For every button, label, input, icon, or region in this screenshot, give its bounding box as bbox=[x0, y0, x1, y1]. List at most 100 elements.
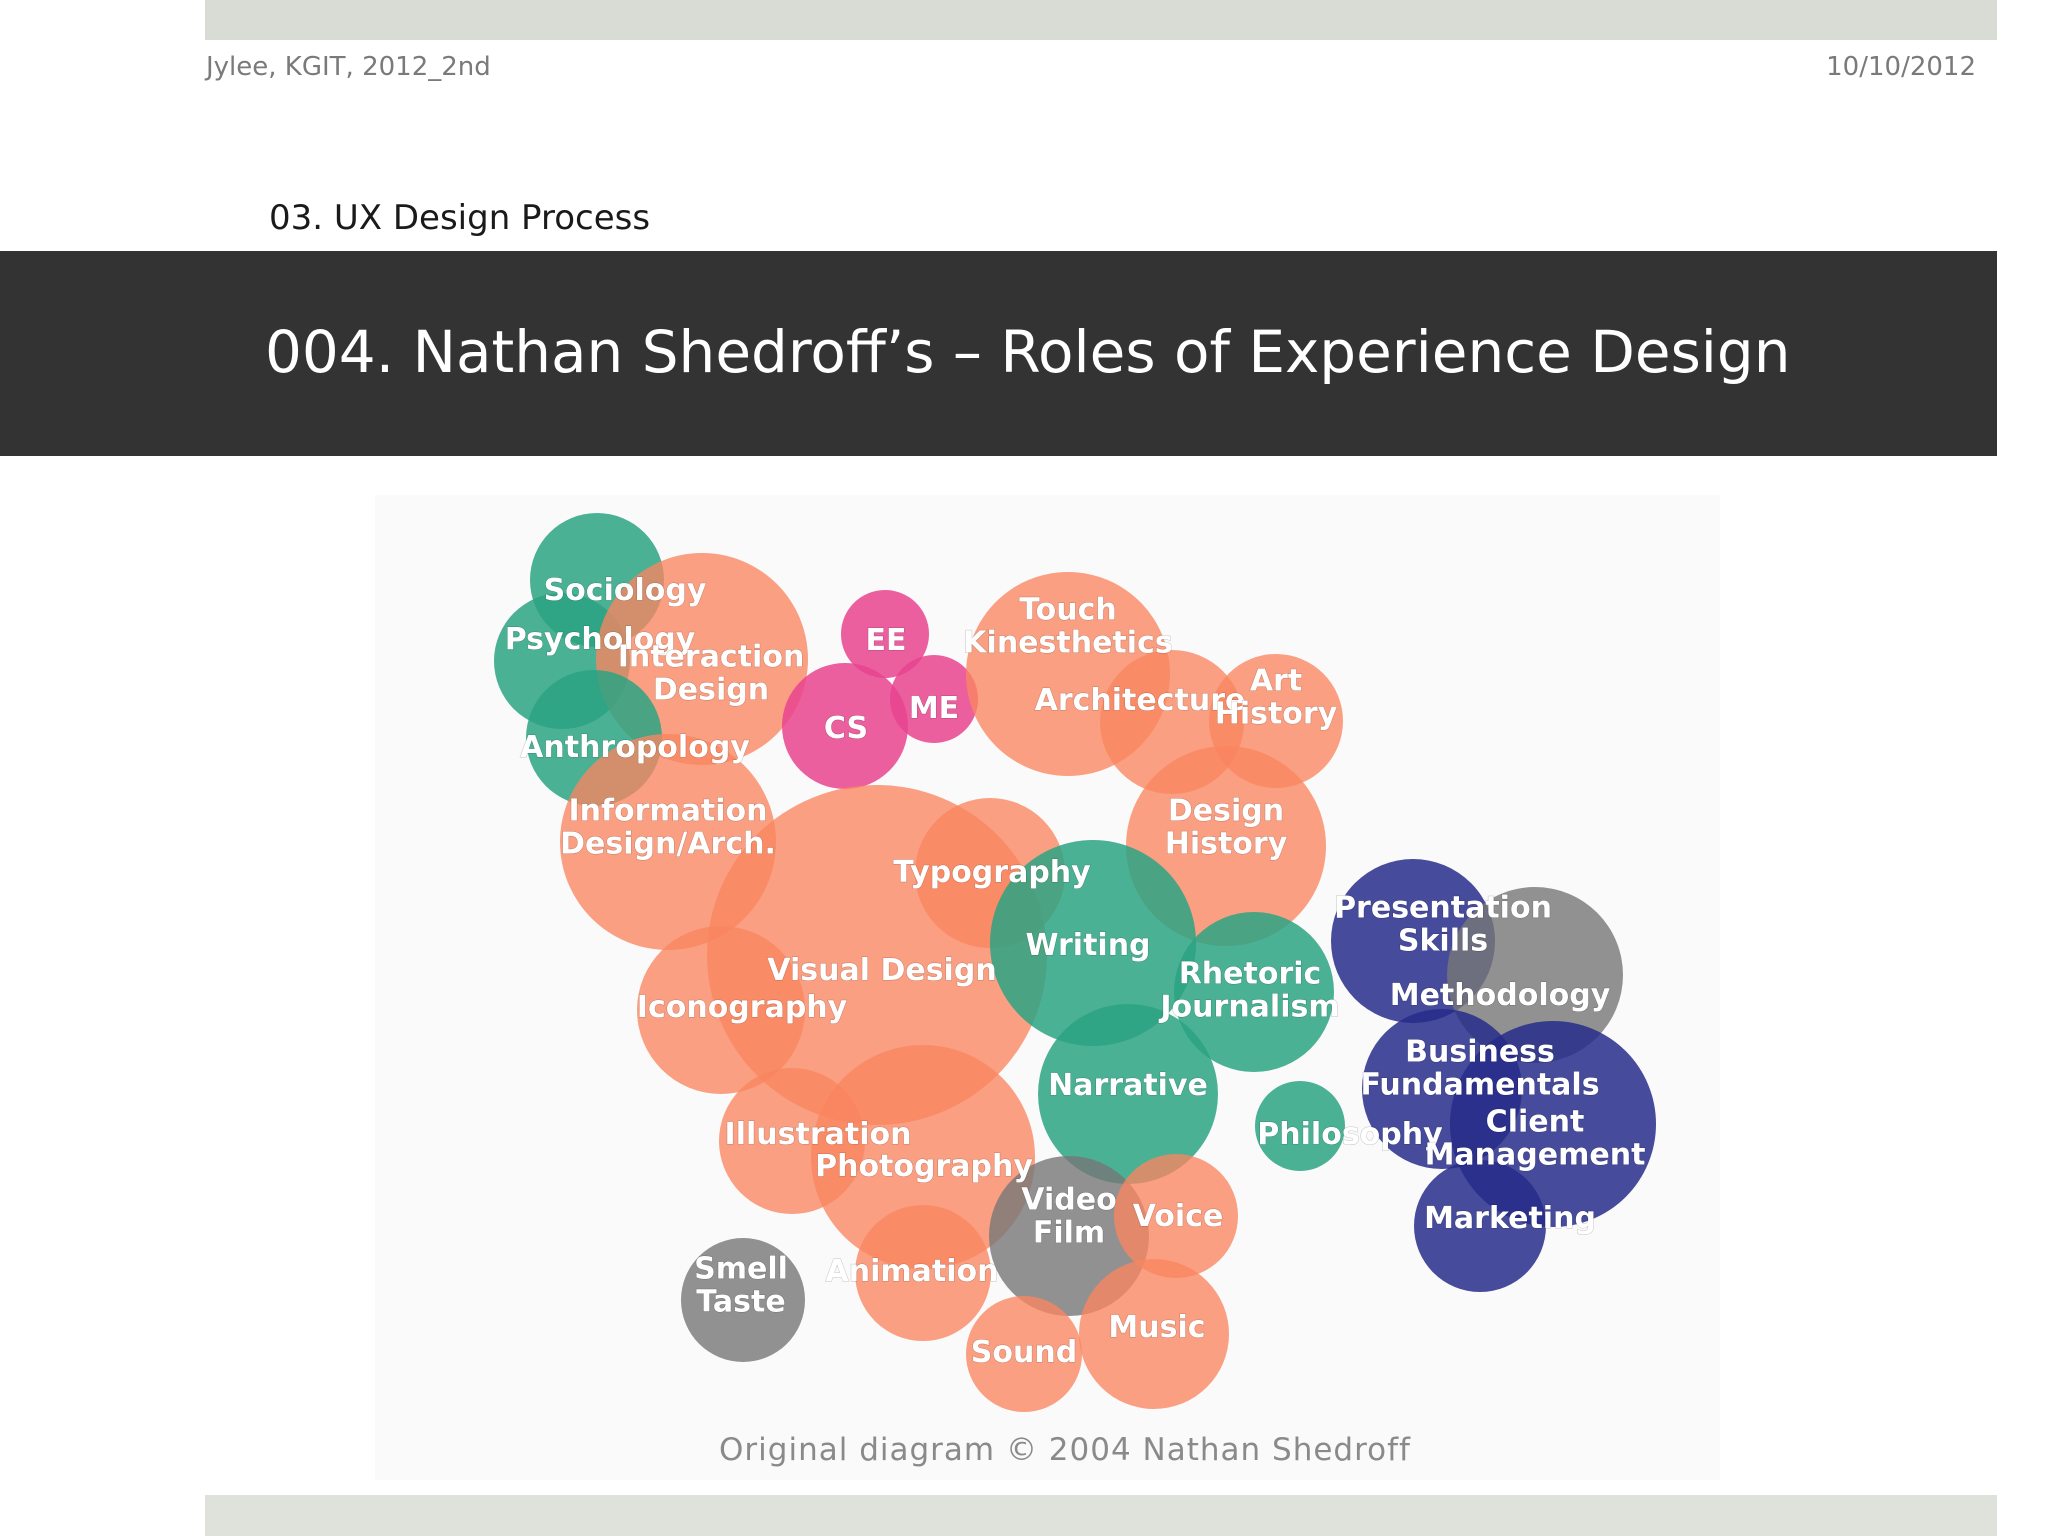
bubble-label-line: Touch bbox=[1019, 593, 1117, 628]
bubble-music bbox=[1079, 1259, 1229, 1409]
bubble-marketing bbox=[1414, 1160, 1546, 1292]
bubble-label-ee: EE bbox=[866, 623, 907, 658]
bubble-label-art-history: Art History bbox=[1215, 664, 1338, 732]
bubble-label-smell-taste: Smell Taste bbox=[694, 1252, 788, 1320]
bubble-label-voice: Voice bbox=[1133, 1199, 1224, 1234]
bubble-label-line: Smell bbox=[694, 1252, 788, 1287]
bubble-label-philosophy: Philosophy bbox=[1257, 1117, 1443, 1152]
bubble-label-marketing: Marketing bbox=[1424, 1201, 1596, 1236]
bubble-photography bbox=[811, 1045, 1035, 1269]
bubble-label-line: Architecture bbox=[1035, 683, 1246, 718]
bubble-label-video-film: Video Film bbox=[1021, 1183, 1116, 1251]
bubble-rhetoric-journalism bbox=[1174, 912, 1334, 1072]
bubble-label-line: Design bbox=[1168, 794, 1284, 829]
bubble-label-line: Design/Arch. bbox=[560, 827, 776, 862]
bubble-label-line: Voice bbox=[1133, 1199, 1224, 1234]
bubble-label-sociology: Sociology bbox=[544, 573, 707, 608]
bubble-label-animation: Animation bbox=[826, 1254, 999, 1289]
bubble-label-line: History bbox=[1215, 697, 1338, 732]
bubble-label-line: Interaction bbox=[618, 640, 805, 675]
bubble-label-me: ME bbox=[909, 691, 959, 726]
bubble-label-methodology: Methodology bbox=[1390, 978, 1611, 1013]
bubble-label-line: Animation bbox=[826, 1254, 999, 1289]
bubble-label-line: Video bbox=[1021, 1183, 1116, 1218]
bubble-label-sound: Sound bbox=[971, 1335, 1077, 1370]
bubble-label-line: Photography bbox=[815, 1149, 1033, 1184]
bubble-label-line: Art bbox=[1250, 664, 1302, 699]
bubble-label-line: CS bbox=[824, 711, 868, 746]
bubble-label-line: Illustration bbox=[725, 1117, 912, 1152]
bubble-sound bbox=[966, 1296, 1082, 1412]
bubble-label-design-history: Design History bbox=[1165, 794, 1288, 862]
bubble-label-line: Music bbox=[1108, 1310, 1205, 1345]
bubble-label-line: EE bbox=[866, 623, 907, 658]
bubble-me bbox=[890, 655, 978, 743]
bubble-iconography bbox=[637, 926, 805, 1094]
bubble-label-cs: CS bbox=[824, 711, 868, 746]
bubble-label-line: Philosophy bbox=[1257, 1117, 1443, 1152]
bubble-label-line: Writing bbox=[1025, 928, 1150, 963]
bubble-label-line: Typography bbox=[893, 855, 1091, 890]
bubble-smell-taste bbox=[681, 1238, 805, 1362]
bubble-animation bbox=[855, 1205, 991, 1341]
bubble-label-line: Anthropology bbox=[520, 730, 750, 765]
bubble-label-line: Sociology bbox=[544, 573, 707, 608]
bubble-label-presentation-skills: Presentation Skills bbox=[1334, 891, 1552, 959]
bubble-label-illustration: Illustration bbox=[725, 1117, 912, 1152]
bubble-philosophy bbox=[1255, 1081, 1345, 1171]
bubble-label-line: Iconography bbox=[637, 990, 848, 1025]
bubble-label-line: Fundamentals bbox=[1360, 1068, 1599, 1103]
bubble-label-line: Psychology bbox=[505, 622, 696, 657]
bubble-label-line: History bbox=[1165, 827, 1288, 862]
bubble-label-line: Client bbox=[1486, 1105, 1585, 1140]
circles-layer bbox=[494, 513, 1656, 1412]
bubble-methodology bbox=[1447, 887, 1623, 1063]
bubble-label-line: ME bbox=[909, 691, 959, 726]
bubble-label-photography: Photography bbox=[815, 1149, 1033, 1184]
diagram-caption: Original diagram © 2004 Nathan Shedroff bbox=[719, 1432, 1411, 1468]
bubble-label-psychology: Psychology bbox=[505, 622, 696, 657]
bubble-label-line: Kinesthetics bbox=[963, 626, 1172, 661]
bubble-label-line: Management bbox=[1425, 1138, 1646, 1173]
bubble-label-business-fundamentals: Business Fundamentals bbox=[1360, 1035, 1599, 1103]
bubble-label-narrative: Narrative bbox=[1048, 1068, 1208, 1103]
bubble-label-line: Taste bbox=[696, 1285, 785, 1320]
bubble-label-line: Design bbox=[653, 673, 769, 708]
bubble-voice bbox=[1114, 1154, 1238, 1278]
bubble-label-line: Information bbox=[568, 794, 767, 829]
bubble-label-line: Presentation bbox=[1334, 891, 1552, 926]
bubble-label-visual-design: Visual Design bbox=[767, 953, 996, 988]
bubble-label-line: Sound bbox=[971, 1335, 1077, 1370]
bubble-label-line: Visual Design bbox=[767, 953, 996, 988]
experience-design-diagram: Sociology Psychology Interaction Design Anth… bbox=[375, 495, 1720, 1480]
bubble-cs bbox=[782, 663, 908, 789]
bubble-narrative bbox=[1038, 1004, 1218, 1184]
bubble-label-information-design: Information Design/Arch. bbox=[560, 794, 776, 862]
bubble-label-touch-kinesthetics: Touch Kinesthetics bbox=[963, 593, 1172, 661]
bubble-label-interaction-design: Interaction Design bbox=[618, 640, 805, 708]
bubble-label-rhetoric-journalism: Rhetoric Journalism bbox=[1158, 957, 1339, 1025]
bubble-label-typography: Typography bbox=[893, 855, 1091, 890]
author-meta: Jylee, KGIT, 2012_2nd bbox=[206, 52, 491, 82]
bubble-label-line: Rhetoric bbox=[1179, 957, 1322, 992]
bottom-band bbox=[205, 1495, 1997, 1536]
title-bar bbox=[0, 251, 1997, 456]
section-label: 03. UX Design Process bbox=[269, 198, 651, 238]
bubble-label-line: Business bbox=[1405, 1035, 1555, 1070]
bubble-label-anthropology: Anthropology bbox=[520, 730, 750, 765]
bubble-label-iconography: Iconography bbox=[637, 990, 848, 1025]
bubble-label-architecture: Architecture bbox=[1035, 683, 1246, 718]
slide-title: 004. Nathan Shedroff’s – Roles of Experi… bbox=[265, 318, 1791, 386]
top-band bbox=[205, 0, 1997, 40]
bubble-label-client-management: Client Management bbox=[1425, 1105, 1646, 1173]
bubble-label-line: Marketing bbox=[1424, 1201, 1596, 1236]
bubble-label-line: Film bbox=[1033, 1216, 1105, 1251]
date-meta: 10/10/2012 bbox=[1826, 52, 1976, 82]
bubble-label-music: Music bbox=[1108, 1310, 1205, 1345]
bubble-label-writing: Writing bbox=[1025, 928, 1150, 963]
bubble-label-line: Skills bbox=[1398, 924, 1488, 959]
bubble-label-line: Narrative bbox=[1048, 1068, 1208, 1103]
bubble-writing bbox=[990, 840, 1196, 1046]
